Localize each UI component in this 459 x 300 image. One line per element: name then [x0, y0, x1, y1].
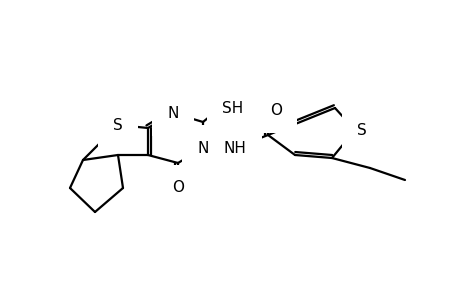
Text: S: S [113, 118, 123, 133]
Text: SH: SH [222, 100, 243, 116]
Text: N: N [197, 140, 208, 155]
Text: O: O [269, 103, 281, 118]
Text: N: N [167, 106, 178, 121]
Text: NH: NH [223, 140, 246, 155]
Text: O: O [172, 181, 184, 196]
Text: S: S [356, 122, 366, 137]
